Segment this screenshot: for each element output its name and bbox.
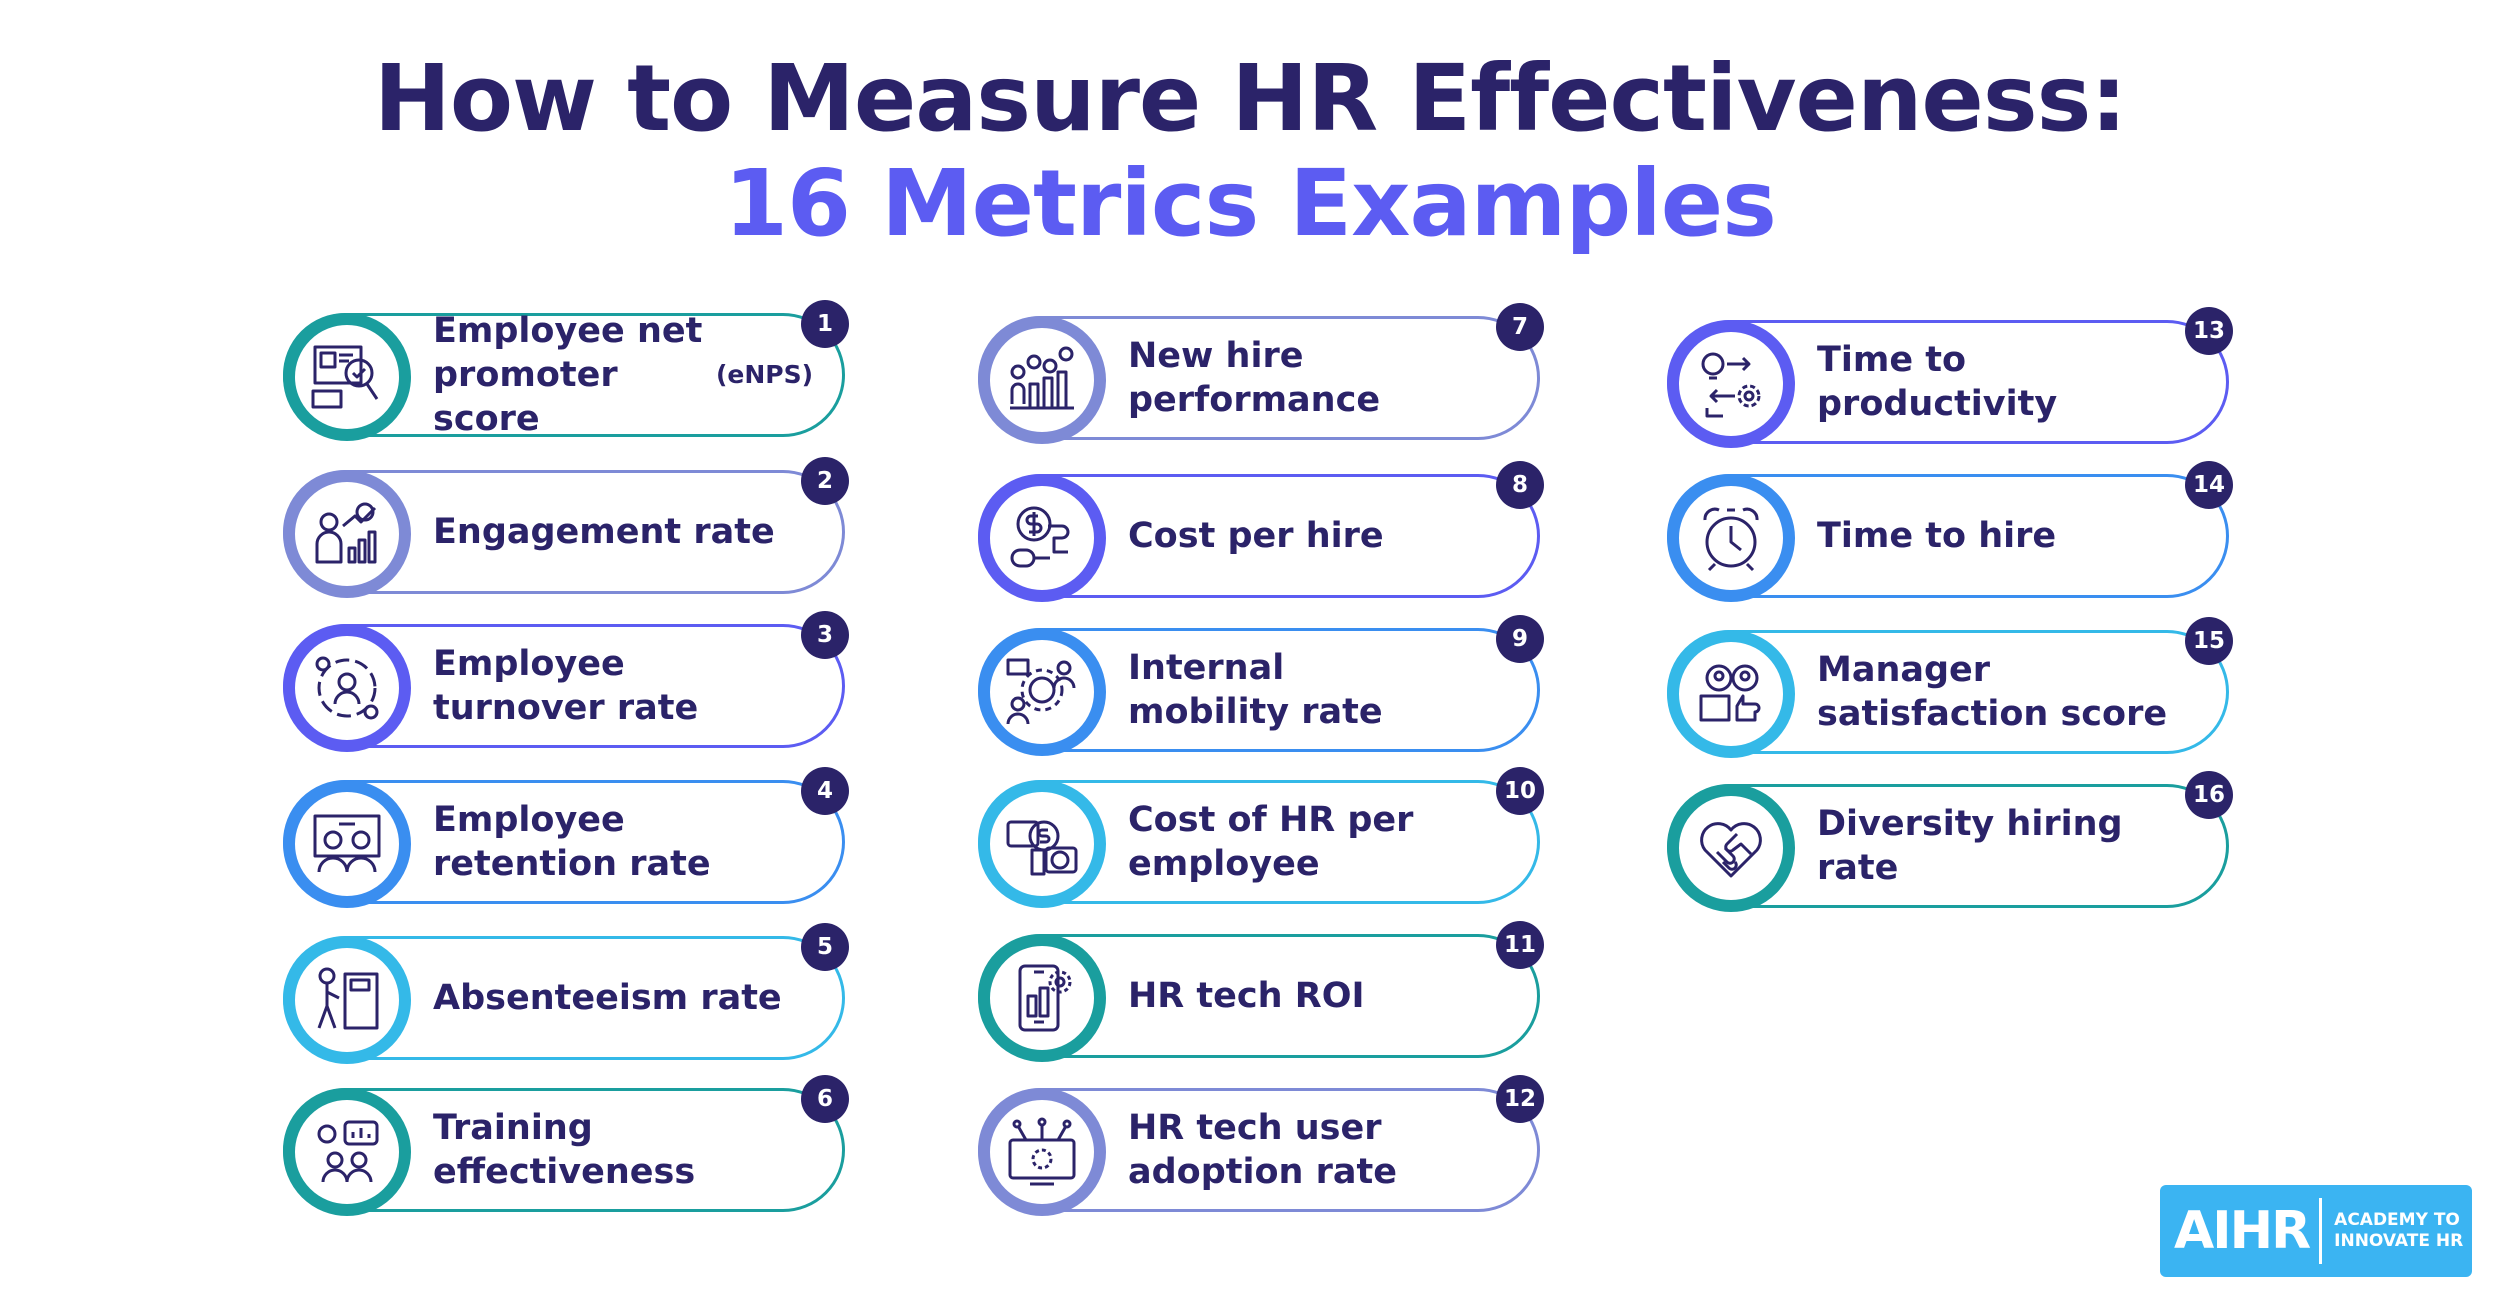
logo-divider [2319,1198,2323,1264]
aihr-logo: AIHR ACADEMY TO INNOVATE HR [2160,1185,2472,1277]
logo-sub-text: ACADEMY TO INNOVATE HR [2334,1210,2464,1251]
manager-thumbs-icon [1667,630,1795,758]
metric-card-11: HR tech ROI 11 [978,921,1546,1062]
metric-label: Engagement rate [433,512,775,552]
metric-number: 6 [801,1075,849,1123]
metric-card-4: Employee retention rate 4 [283,767,851,908]
metric-card-1: Employee net promoter score (eNPS) 1 [283,300,851,441]
metric-number: 5 [801,923,849,971]
metric-label-suffix: (eNPS) [715,360,813,389]
team-meeting-icon [283,780,411,908]
metric-number: 1 [801,300,849,348]
page-title: How to Measure HR Effectiveness: [373,45,2127,152]
metric-card-6: Training effectiveness 6 [283,1075,851,1216]
metric-card-2: Engagement rate 2 [283,457,851,598]
metric-label: Internal mobility rate [1128,648,1383,732]
dollar-cards-icon [978,780,1106,908]
metric-card-10: Cost of HR per employee 10 [978,767,1546,908]
metric-card-16: Diversity hiring rate 16 [1667,771,2235,912]
metric-label: Cost of HR per employee [1128,800,1414,884]
metric-number: 12 [1496,1075,1544,1123]
metric-number: 8 [1496,461,1544,509]
metric-number: 7 [1496,303,1544,351]
cost-hand-icon [978,474,1106,602]
smartphone-gear-icon [978,934,1106,1062]
metric-number: 15 [2185,617,2233,665]
metric-label: HR tech ROI [1128,976,1365,1016]
logo-main-text: AIHR [2174,1201,2311,1261]
metric-number: 11 [1496,921,1544,969]
metric-card-13: Time to productivity 13 [1667,307,2235,448]
performance-chart-icon [978,316,1106,444]
metric-card-9: Internal mobility rate 9 [978,615,1546,756]
metric-card-3: Employee turnover rate 3 [283,611,851,752]
metric-number: 13 [2185,307,2233,355]
metric-card-15: Manager satisfaction score 15 [1667,617,2235,758]
metric-number: 10 [1496,767,1544,815]
metric-label: Employee turnover rate [433,644,699,728]
metric-card-8: Cost per hire 8 [978,461,1546,602]
metric-label: New hire performance [1128,336,1381,420]
metric-label: Training effectiveness [433,1108,696,1192]
metric-number: 16 [2185,771,2233,819]
metric-label: Time to hire [1817,516,2057,556]
metric-label: Manager satisfaction score [1817,650,2168,734]
heart-handshake-icon [1667,784,1795,912]
alarm-clock-icon [1667,474,1795,602]
metric-number: 2 [801,457,849,505]
metric-number: 14 [2185,461,2233,509]
metric-number: 4 [801,767,849,815]
person-leaving-icon [283,936,411,1064]
people-cycle-icon [283,624,411,752]
metric-label: Time to productivity [1817,340,2058,424]
survey-magnifier-icon [283,313,411,441]
page-subtitle: 16 Metrics Examples [724,150,1777,257]
metric-label: Cost per hire [1128,516,1384,556]
metric-number: 9 [1496,615,1544,663]
metric-number: 3 [801,611,849,659]
metric-label: Absenteeism rate [433,978,782,1018]
metric-card-7: New hire performance 7 [978,303,1546,444]
metric-card-14: Time to hire 14 [1667,461,2235,602]
metric-label: HR tech user adoption rate [1128,1108,1397,1192]
monitor-network-icon [978,1088,1106,1216]
metric-label: Employee retention rate [433,800,711,884]
metric-card-12: HR tech user adoption rate 12 [978,1075,1546,1216]
mobility-gear-icon [978,628,1106,756]
metric-card-5: Absenteeism rate 5 [283,923,851,1064]
growth-chart-icon [283,470,411,598]
idea-process-icon [1667,320,1795,448]
metric-label: Employee net promoter score [433,311,703,439]
training-group-icon [283,1088,411,1216]
metric-label: Diversity hiring rate [1817,804,2123,888]
